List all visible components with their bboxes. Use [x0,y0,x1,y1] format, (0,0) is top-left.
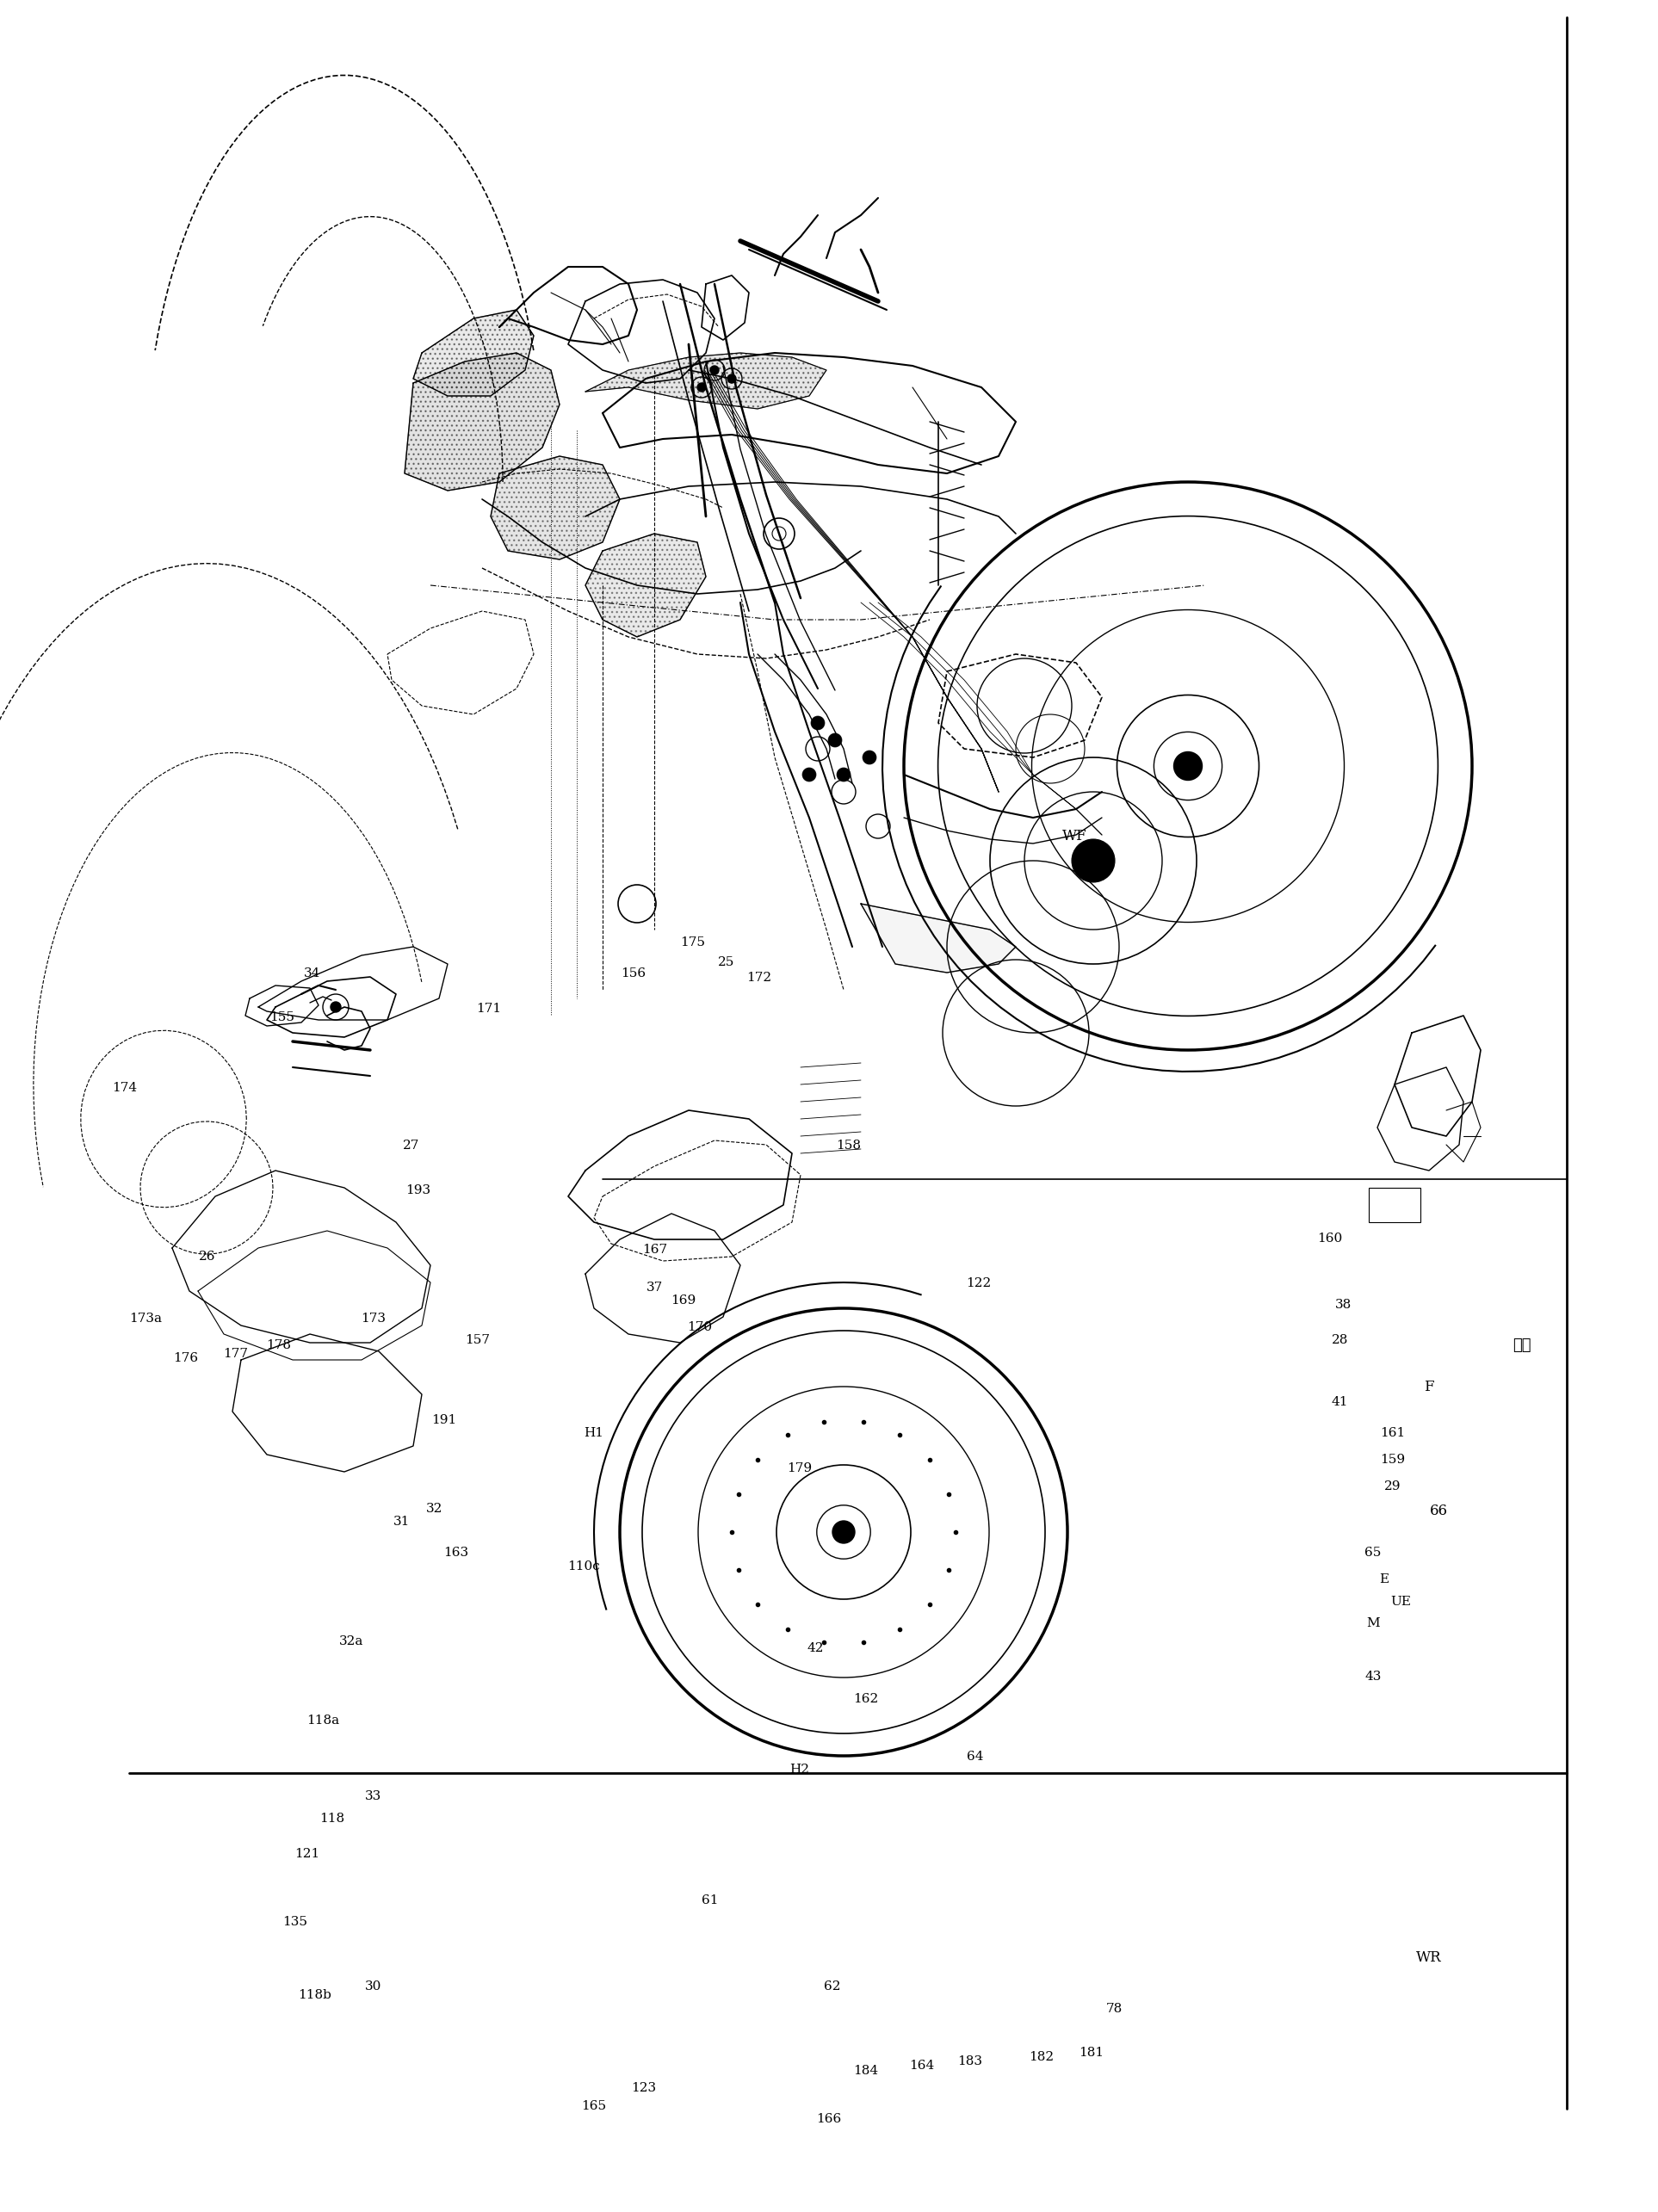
Text: 43: 43 [1365,1670,1381,1683]
Text: 183: 183 [957,2055,983,2068]
Text: 65: 65 [1365,1546,1381,1559]
Text: 33: 33 [365,1790,381,1803]
Text: 29: 29 [1384,1480,1401,1493]
Ellipse shape [330,1002,342,1013]
Ellipse shape [802,768,816,781]
Text: 173a: 173a [129,1312,162,1325]
Text: 178: 178 [265,1338,292,1352]
Text: 172: 172 [746,971,773,984]
Text: 25: 25 [718,956,734,969]
Text: 122: 122 [965,1276,991,1290]
Ellipse shape [827,734,842,748]
Text: 176: 176 [172,1352,199,1365]
Text: 163: 163 [443,1546,469,1559]
Text: UE: UE [1391,1595,1411,1608]
Text: 164: 164 [909,2059,935,2073]
Text: 191: 191 [431,1413,458,1427]
Text: 165: 165 [580,2099,607,2112]
Text: 30: 30 [365,1980,381,1993]
Text: 26: 26 [199,1250,216,1263]
Text: 158: 158 [836,1139,862,1152]
Text: 169: 169 [670,1294,696,1307]
Text: 121: 121 [293,1847,320,1860]
Ellipse shape [862,750,877,765]
Text: H2: H2 [789,1763,809,1776]
Text: 61: 61 [701,1893,718,1907]
Text: 167: 167 [642,1243,668,1256]
Polygon shape [413,310,534,396]
Text: 182: 182 [1028,2051,1054,2064]
Text: 123: 123 [630,2081,657,2095]
Text: 110c: 110c [567,1559,600,1573]
Ellipse shape [832,1522,856,1544]
Text: 160: 160 [1316,1232,1343,1245]
Text: 179: 179 [786,1462,812,1475]
Text: 64: 64 [967,1750,983,1763]
Text: 155: 155 [269,1011,295,1024]
Text: 31: 31 [393,1515,410,1528]
Bar [1370,1188,1421,1223]
Text: 27: 27 [403,1139,419,1152]
Text: WR: WR [1416,1951,1442,1964]
Text: 34: 34 [303,967,320,980]
Text: 図１: 図１ [1512,1336,1532,1354]
Ellipse shape [698,383,706,392]
Text: 37: 37 [647,1281,663,1294]
Ellipse shape [710,365,720,374]
Text: M: M [1366,1617,1379,1630]
Text: 118a: 118a [307,1714,340,1728]
Text: WF: WF [1063,830,1086,843]
Polygon shape [491,456,620,560]
Text: 156: 156 [620,967,647,980]
Ellipse shape [1174,752,1202,781]
Text: 174: 174 [111,1082,138,1095]
Text: 32a: 32a [340,1635,363,1648]
Text: 38: 38 [1335,1298,1351,1312]
Text: 173: 173 [360,1312,386,1325]
Text: 135: 135 [282,1916,308,1929]
Text: 32: 32 [426,1502,443,1515]
Polygon shape [585,354,826,409]
Polygon shape [585,533,706,637]
Text: 28: 28 [1331,1334,1348,1347]
Text: 161: 161 [1379,1427,1406,1440]
Polygon shape [861,905,1016,973]
Polygon shape [405,354,559,491]
Text: H1: H1 [584,1427,604,1440]
Text: 177: 177 [222,1347,249,1360]
Text: 42: 42 [807,1641,824,1655]
Ellipse shape [728,374,736,383]
Text: 162: 162 [852,1692,879,1705]
Text: 159: 159 [1379,1453,1406,1467]
Text: 193: 193 [405,1183,431,1197]
Text: 175: 175 [680,936,706,949]
Text: F: F [1424,1380,1434,1394]
Text: 62: 62 [824,1980,841,1993]
Text: 171: 171 [476,1002,502,1015]
Ellipse shape [811,717,824,730]
Text: 170: 170 [686,1321,713,1334]
Ellipse shape [1071,838,1114,883]
Text: 78: 78 [1106,2002,1122,2015]
Text: E: E [1379,1573,1389,1586]
Text: 118b: 118b [298,1989,332,2002]
Text: 166: 166 [816,2112,842,2126]
Text: 181: 181 [1078,2046,1104,2059]
Text: 184: 184 [852,2064,879,2077]
Ellipse shape [837,768,851,781]
Text: 118: 118 [318,1812,345,1825]
Text: 157: 157 [464,1334,491,1347]
Text: 41: 41 [1331,1396,1348,1409]
Text: 66: 66 [1431,1504,1447,1517]
